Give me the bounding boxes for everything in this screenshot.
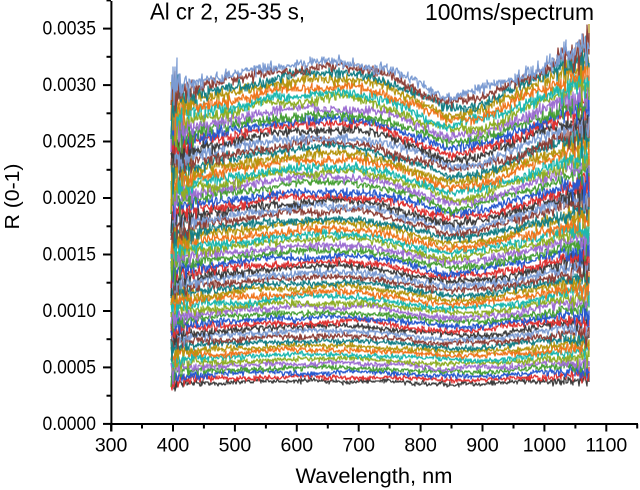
svg-text:1000: 1000 bbox=[523, 435, 567, 457]
svg-text:1100: 1100 bbox=[585, 435, 627, 457]
svg-text:0.0030: 0.0030 bbox=[43, 74, 97, 96]
svg-text:0.0015: 0.0015 bbox=[43, 244, 97, 266]
svg-text:400: 400 bbox=[157, 435, 190, 457]
svg-text:0.0025: 0.0025 bbox=[43, 131, 97, 153]
svg-text:Al cr 2, 25-35 s,: Al cr 2, 25-35 s, bbox=[150, 0, 305, 25]
svg-text:R (0-1): R (0-1) bbox=[1, 164, 24, 230]
svg-text:0.0035: 0.0035 bbox=[43, 18, 97, 40]
svg-text:900: 900 bbox=[466, 435, 499, 457]
svg-text:500: 500 bbox=[219, 435, 252, 457]
svg-text:700: 700 bbox=[342, 435, 375, 457]
svg-text:0.0020: 0.0020 bbox=[43, 187, 97, 209]
svg-text:0.0005: 0.0005 bbox=[43, 356, 97, 378]
svg-text:Wavelength, nm: Wavelength, nm bbox=[296, 465, 453, 488]
svg-text:300: 300 bbox=[95, 435, 128, 457]
svg-text:0.0010: 0.0010 bbox=[43, 300, 97, 322]
svg-text:0.0000: 0.0000 bbox=[43, 413, 97, 435]
svg-text:100ms/spectrum: 100ms/spectrum bbox=[425, 0, 594, 25]
svg-text:600: 600 bbox=[281, 435, 314, 457]
svg-text:800: 800 bbox=[404, 435, 437, 457]
